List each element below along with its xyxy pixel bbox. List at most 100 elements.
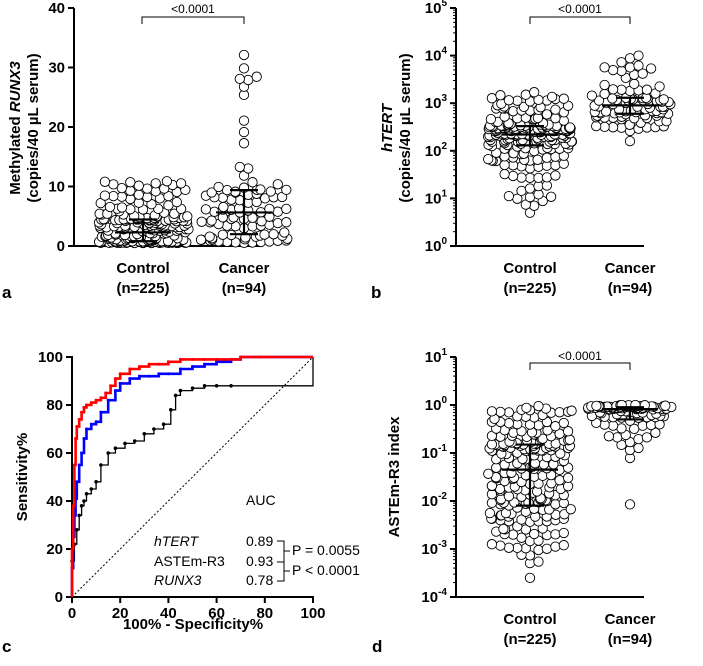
- roc-point: [132, 439, 137, 443]
- y-tick-label: 104: [425, 46, 448, 65]
- data-point: [195, 234, 207, 245]
- data-point: [516, 514, 527, 525]
- data-point: [108, 179, 119, 190]
- data-point: [650, 427, 661, 438]
- data-point: [265, 186, 276, 197]
- roc-point: [157, 372, 161, 376]
- y-tick-label: 40: [48, 0, 65, 17]
- data-point: [516, 172, 527, 183]
- panel-b-significance-bracket: [529, 16, 631, 24]
- roc-point: [82, 405, 86, 409]
- roc-point: [173, 393, 178, 398]
- data-point: [550, 529, 561, 540]
- data-point: [279, 227, 290, 238]
- panel-a-category-control: Control: [116, 260, 169, 277]
- data-point: [550, 104, 561, 115]
- data-point: [503, 491, 515, 502]
- data-point: [633, 433, 644, 445]
- roc-point: [72, 463, 76, 467]
- data-point: [486, 406, 498, 417]
- panel-c-letter: c: [2, 637, 11, 656]
- roc-point: [106, 398, 110, 402]
- roc-point: [85, 427, 88, 431]
- roc-point: [191, 365, 194, 369]
- panel-d: 10-4 10-3 10-2 10-1 100 101 <0.0001 ASTEm-R3 …: [372, 347, 677, 656]
- data-point: [555, 448, 566, 459]
- data-point: [624, 62, 636, 73]
- x-tick-label: 80: [256, 605, 273, 622]
- roc-point: [178, 367, 182, 371]
- roc-point: [161, 422, 166, 427]
- data-point: [486, 497, 498, 509]
- panel-a-ylabel-line2: (copies/40 µL serum): [25, 53, 42, 202]
- data-point: [558, 540, 569, 551]
- data-point: [633, 60, 644, 71]
- data-point: [564, 434, 575, 445]
- data-point: [533, 556, 544, 567]
- roc-point: [89, 487, 94, 491]
- panel-b-category-cancer: Cancer: [605, 260, 656, 277]
- data-point: [593, 95, 605, 106]
- panel-c-bracket-1: [277, 540, 290, 563]
- roc-point: [109, 384, 113, 388]
- y-tick-label: 60: [46, 445, 63, 462]
- data-point: [243, 74, 254, 86]
- data-point: [206, 215, 217, 226]
- data-point: [116, 182, 127, 194]
- x-tick-label: 20: [112, 605, 129, 622]
- roc-point: [85, 403, 88, 407]
- panel-a-category-cancer: Cancer: [219, 260, 270, 277]
- data-point: [524, 572, 536, 584]
- data-point: [507, 106, 519, 117]
- data-point: [607, 84, 619, 95]
- panel-a-median-bars: [115, 189, 272, 243]
- data-point: [99, 190, 111, 201]
- y-tick-label: 20: [46, 541, 63, 558]
- data-point: [554, 407, 565, 418]
- roc-point: [215, 360, 219, 364]
- data-point: [268, 229, 279, 240]
- roc-point: [258, 355, 262, 359]
- data-point: [641, 84, 653, 95]
- data-point: [550, 499, 561, 510]
- roc-point: [74, 437, 78, 441]
- data-point: [483, 468, 494, 479]
- roc-point: [169, 408, 173, 412]
- data-point: [541, 109, 553, 120]
- data-point: [264, 203, 275, 215]
- data-point: [660, 400, 671, 411]
- data-point: [108, 190, 119, 202]
- data-point: [281, 217, 292, 228]
- data-point: [503, 542, 515, 553]
- data-point: [658, 94, 669, 105]
- data-point: [234, 161, 245, 173]
- panel-c-auc-astem: 0.93: [246, 553, 273, 569]
- y-tick-label: 103: [425, 93, 448, 112]
- panel-b-ylabel-line1: hTERT: [379, 102, 396, 152]
- data-point: [495, 540, 506, 551]
- data-point: [259, 229, 270, 240]
- data-point: [196, 216, 207, 227]
- roc-point: [99, 410, 103, 414]
- data-point: [616, 65, 627, 77]
- data-point: [566, 405, 577, 416]
- panel-b-n-control: (n=225): [504, 280, 557, 297]
- data-point: [272, 179, 283, 190]
- y-tick-label: 10: [48, 179, 65, 196]
- panel-d-n-cancer: (n=94): [608, 631, 653, 648]
- data-point: [633, 442, 644, 454]
- y-tick-label: 10-4: [421, 587, 447, 606]
- data-point: [550, 170, 561, 181]
- roc-point: [89, 422, 93, 426]
- panel-b-ylabel-line2: (copies/40 µL serum): [397, 53, 414, 202]
- panel-c-comparison-1: P = 0.0055: [292, 542, 360, 558]
- y-tick-label: 105: [425, 0, 448, 17]
- roc-point: [215, 357, 219, 361]
- data-point: [483, 153, 494, 165]
- panel-a-n-cancer: (n=94): [222, 280, 267, 297]
- y-tick-label: 10-2: [421, 491, 447, 510]
- y-tick-label: 0: [57, 238, 65, 255]
- roc-point: [82, 437, 86, 441]
- data-point: [243, 163, 254, 174]
- data-point: [116, 202, 128, 213]
